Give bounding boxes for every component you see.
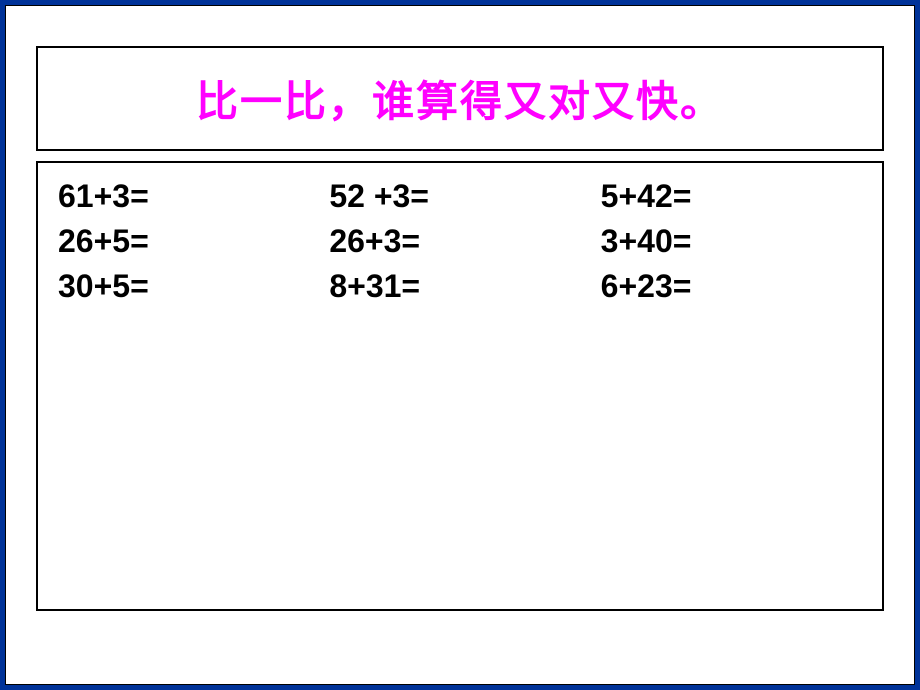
problem-cell: 61+3= xyxy=(58,178,319,215)
problem-cell: 30+5= xyxy=(58,268,319,305)
slide-title: 比一比，谁算得又对又快。 xyxy=(68,68,852,129)
problems-grid: 61+3= 52 +3= 5+42= 26+5= 26+3= 3+40= 30+… xyxy=(58,178,862,305)
title-box: 比一比，谁算得又对又快。 xyxy=(36,46,884,151)
problem-cell: 26+5= xyxy=(58,223,319,260)
content-box: 61+3= 52 +3= 5+42= 26+5= 26+3= 3+40= 30+… xyxy=(36,161,884,611)
problem-cell: 3+40= xyxy=(601,223,862,260)
problem-cell: 6+23= xyxy=(601,268,862,305)
slide-container: 比一比，谁算得又对又快。 61+3= 52 +3= 5+42= 26+5= 26… xyxy=(5,5,915,685)
problem-cell: 26+3= xyxy=(329,223,590,260)
problem-cell: 5+42= xyxy=(601,178,862,215)
problem-cell: 52 +3= xyxy=(329,178,590,215)
problem-cell: 8+31= xyxy=(329,268,590,305)
